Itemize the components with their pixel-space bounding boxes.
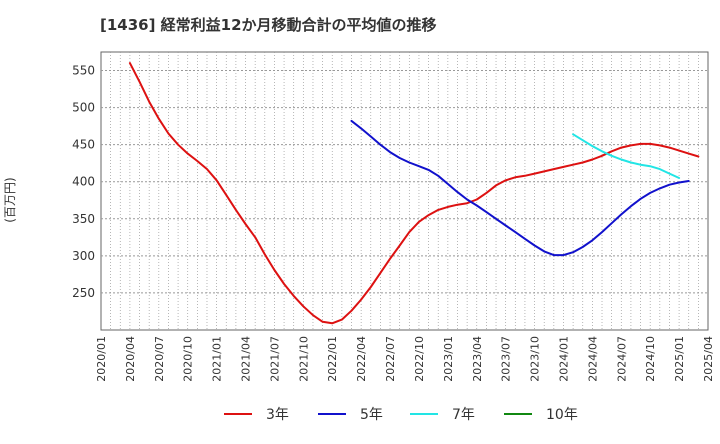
y-tick-label: 350: [72, 212, 95, 226]
plot-area: [100, 51, 709, 331]
x-tick-label: 2021/07: [268, 336, 281, 382]
x-tick-label: 2020/10: [182, 336, 195, 382]
x-tick-label: 2023/01: [442, 336, 455, 382]
y-tick-label: 450: [72, 138, 95, 152]
x-tick-label: 2020/01: [95, 336, 108, 382]
legend: 3年 5年 7年 10年: [224, 407, 578, 423]
chart-title: [1436] 経常利益12か月移動合計の平均値の推移: [100, 16, 437, 34]
x-tick-label: 2023/10: [529, 336, 542, 382]
legend-label-2: 5年: [360, 407, 383, 423]
legend-label-3: 7年: [452, 407, 475, 423]
series-line-2: [350, 119, 690, 257]
y-axis-label: (百万円): [3, 177, 17, 222]
x-tick-label: 2023/04: [471, 336, 484, 382]
legend-label-1: 3年: [266, 407, 289, 423]
x-tick-label: 2022/07: [384, 336, 397, 382]
x-tick-label: 2024/07: [615, 336, 628, 382]
x-tick-label: 2025/04: [702, 336, 715, 382]
y-tick-label: 300: [72, 249, 95, 263]
x-tick-label: 2020/07: [153, 336, 166, 382]
x-tick-label: 2021/10: [297, 336, 310, 382]
x-tick-label: 2022/04: [355, 336, 368, 382]
y-tick-label: 500: [72, 101, 95, 115]
series-line-1: [128, 62, 700, 325]
x-axis-ticks: 2020/01 2020/04 2020/07 2020/10 2021/01 2021/…: [95, 336, 715, 382]
x-tick-label: 2021/01: [211, 336, 224, 382]
x-tick-label: 2025/01: [673, 336, 686, 382]
grid-lines: [101, 52, 708, 330]
x-tick-label: 2021/04: [240, 336, 253, 382]
x-tick-label: 2022/01: [326, 336, 339, 382]
x-tick-label: 2020/04: [124, 336, 137, 382]
y-axis-ticks: 250 300 350 400 450 500 550: [72, 64, 95, 300]
x-tick-label: 2023/07: [500, 336, 513, 382]
y-tick-label: 250: [72, 286, 95, 300]
x-tick-label: 2024/10: [644, 336, 657, 382]
y-tick-label: 400: [72, 175, 95, 189]
x-tick-label: 2022/10: [413, 336, 426, 382]
series-line-3: [572, 133, 681, 179]
y-tick-label: 550: [72, 64, 95, 78]
series-lines: [128, 62, 700, 325]
x-tick-label: 2024/01: [557, 336, 570, 382]
legend-label-4: 10年: [546, 407, 578, 423]
x-tick-label: 2024/04: [586, 336, 599, 382]
